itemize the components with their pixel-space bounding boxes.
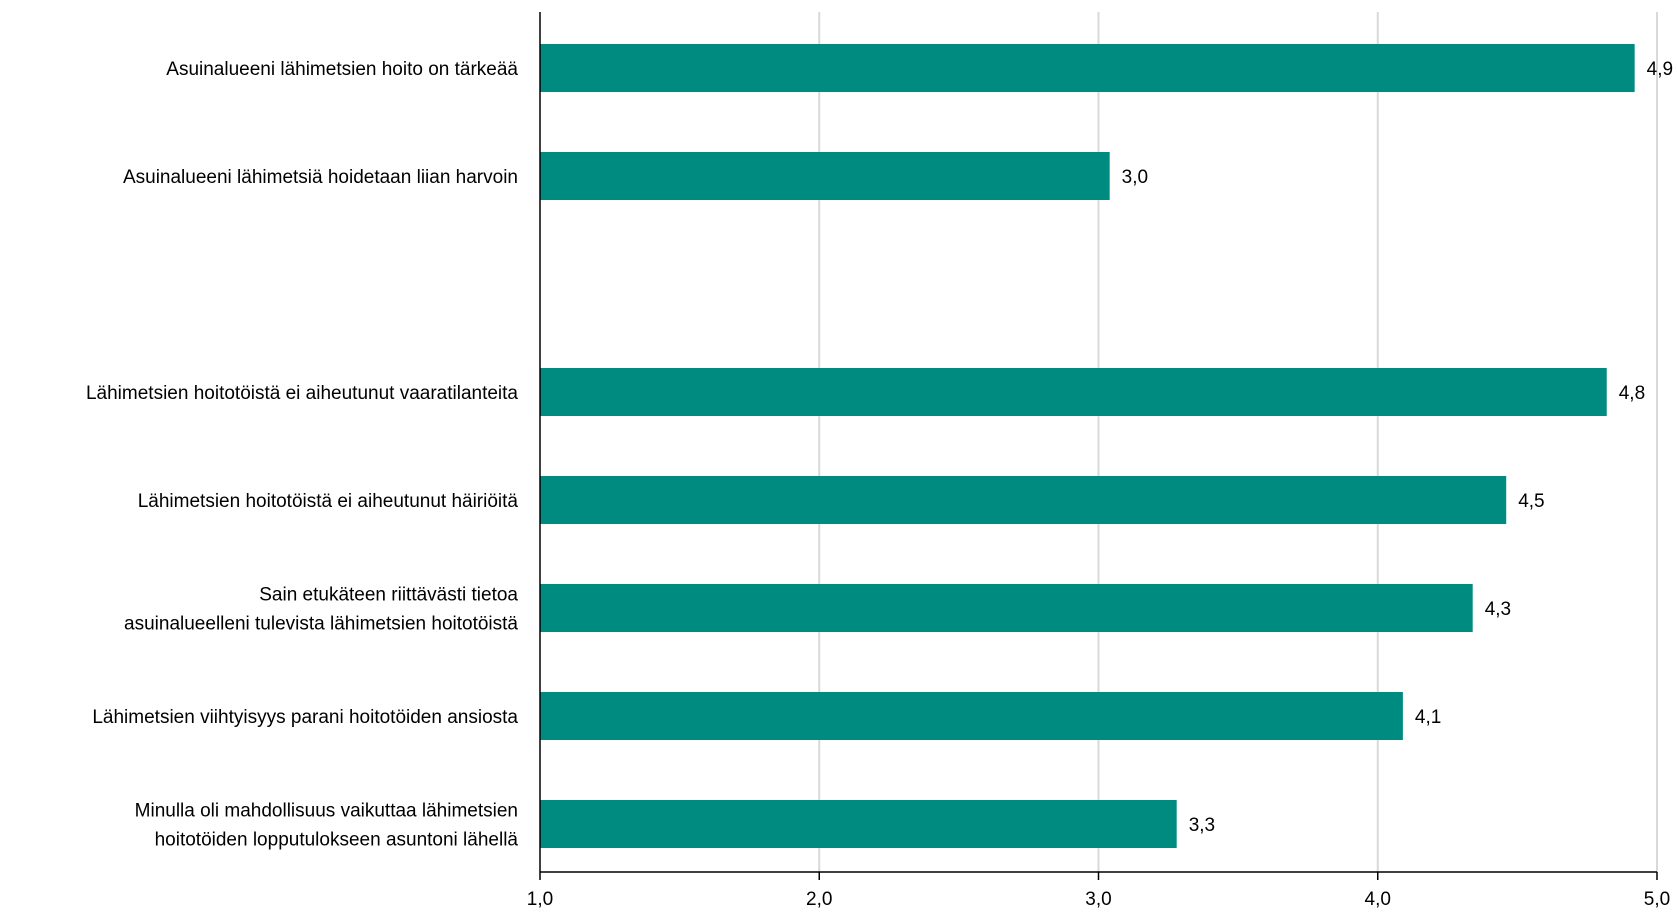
bar [540,476,1507,524]
bar [540,44,1635,92]
x-tick-label: 2,0 [806,889,832,910]
bar-value-label: 3,0 [1122,167,1148,188]
bar [540,152,1110,200]
labels: 1,0 2,0 3,0 4,0 5,0 4,9 Asuinalueeni lähimetsi… [86,59,1673,910]
category-label: Lähimetsien hoitotöistä ei aiheutunut va… [86,383,518,404]
bar-value-label: 4,5 [1518,491,1544,512]
x-tick-label: 4,0 [1365,889,1391,910]
category-label: Sain etukäteen riittävästi tietoa [259,585,518,606]
category-label: Asuinalueeni lähimetsiä hoidetaan liian … [123,167,518,188]
bar-value-label: 4,9 [1647,59,1673,80]
bar-value-label: 4,8 [1619,383,1645,404]
bar [540,584,1473,632]
bar-value-label: 4,1 [1415,707,1441,728]
bar [540,800,1177,848]
category-label: Lähimetsien viihtyisyys parani hoitotöid… [92,707,518,728]
bar-value-label: 3,3 [1189,815,1215,836]
category-label: Lähimetsien hoitotöistä ei aiheutunut hä… [138,491,519,512]
bar [540,368,1607,416]
category-label: Minulla oli mahdollisuus vaikuttaa lähim… [135,801,518,822]
bars [540,44,1635,848]
bar-value-label: 4,3 [1485,599,1511,620]
category-label: asuinalueelleni tulevista lähimetsien ho… [124,614,518,635]
axes [539,12,1658,880]
x-tick-label: 3,0 [1085,889,1111,910]
category-label: Asuinalueeni lähimetsien hoito on tärkeä… [166,59,518,80]
category-label: hoitotöiden lopputulokseen asuntoni lähe… [155,830,519,851]
gridlines [818,12,1658,872]
bar [540,692,1403,740]
x-tick-label: 1,0 [527,889,553,910]
x-tick-label: 5,0 [1644,889,1670,910]
